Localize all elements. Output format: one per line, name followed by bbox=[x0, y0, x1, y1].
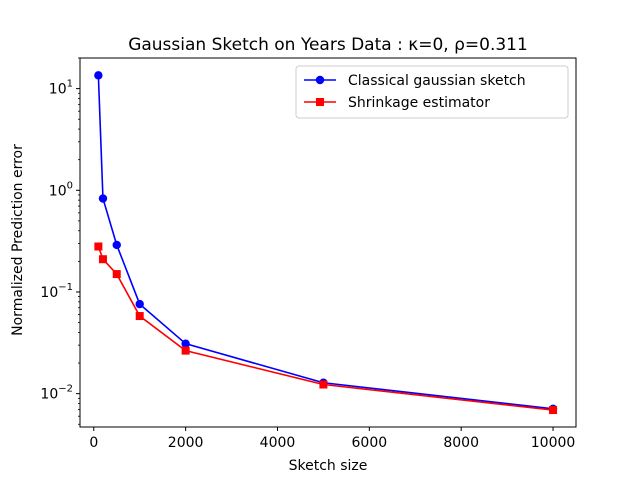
y-tick-base: 10 bbox=[49, 183, 67, 199]
data-point bbox=[94, 242, 103, 251]
y-tick-exponent: −2 bbox=[58, 384, 73, 395]
y-tick-label: 10−1 bbox=[40, 282, 73, 301]
y-tick-label: 10−2 bbox=[40, 384, 73, 403]
y-tick-label: 101 bbox=[49, 79, 73, 98]
x-axis-label: Sketch size bbox=[289, 458, 368, 474]
data-point bbox=[319, 380, 328, 389]
data-point bbox=[181, 346, 190, 355]
data-point bbox=[549, 406, 558, 415]
y-tick-exponent: 0 bbox=[67, 180, 73, 191]
legend-box bbox=[295, 65, 569, 119]
data-point bbox=[181, 339, 190, 348]
x-tick-label: 0 bbox=[89, 435, 98, 451]
y-tick-base: 10 bbox=[40, 285, 58, 301]
legend-marker bbox=[315, 75, 325, 85]
legend-label: Shrinkage estimator bbox=[348, 95, 490, 111]
data-point bbox=[135, 312, 144, 321]
y-tick-label: 100 bbox=[49, 180, 73, 199]
y-axis-label: Normalized Prediction error bbox=[10, 144, 26, 336]
x-tick-label: 4000 bbox=[260, 435, 296, 451]
series-lines bbox=[97, 75, 554, 411]
y-tick-exponent: 1 bbox=[67, 79, 73, 90]
y-tick-base: 10 bbox=[49, 82, 67, 98]
x-tick-label: 6000 bbox=[352, 435, 388, 451]
chart-title: Gaussian Sketch on Years Data : κ=0, ρ=0… bbox=[128, 35, 528, 55]
legend-marker bbox=[316, 98, 324, 106]
x-tick-label: 8000 bbox=[443, 435, 479, 451]
y-tick-base: 10 bbox=[40, 387, 58, 403]
legend: Classical gaussian sketch Shrinkage estim… bbox=[295, 65, 569, 119]
x-tick-label: 10000 bbox=[531, 435, 576, 451]
y-tick-exponent: −1 bbox=[58, 282, 73, 293]
data-point bbox=[98, 194, 108, 203]
plot-frame bbox=[79, 57, 577, 428]
data-point bbox=[94, 71, 103, 80]
data-point bbox=[135, 299, 144, 309]
series-line-0 bbox=[97, 75, 554, 410]
data-point bbox=[112, 240, 121, 250]
x-tick-label: 2000 bbox=[168, 435, 204, 451]
legend-label: Classical gaussian sketch bbox=[348, 73, 526, 89]
data-point bbox=[98, 255, 107, 264]
series-markers bbox=[94, 71, 558, 415]
data-point bbox=[112, 270, 121, 279]
